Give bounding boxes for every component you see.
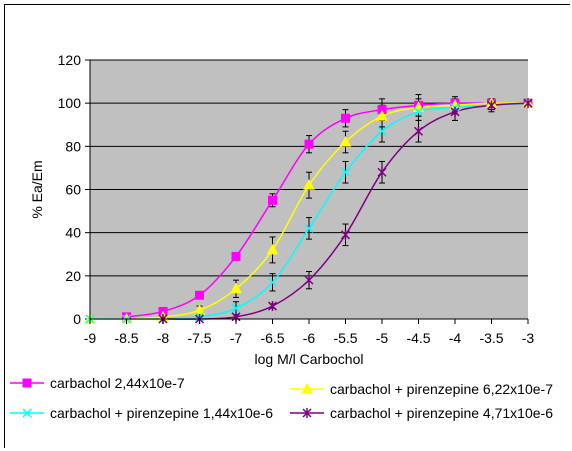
data-point xyxy=(195,290,204,300)
marker-star xyxy=(302,408,312,418)
x-tick-label: -3 xyxy=(522,330,535,346)
y-tick-label: 40 xyxy=(65,225,81,241)
legend-item-3: carbachol + pirenzepine 1,44x10e-6 xyxy=(10,405,273,421)
x-tick-label: -6.5 xyxy=(260,330,284,346)
marker-star xyxy=(523,98,533,109)
marker-x xyxy=(22,408,32,418)
legend-marker xyxy=(302,408,312,418)
axes xyxy=(89,60,529,324)
data-point xyxy=(377,167,387,178)
data-point xyxy=(340,229,351,240)
marker-x xyxy=(231,303,241,313)
marker-star xyxy=(450,106,460,117)
marker-square xyxy=(304,139,314,149)
marker-star xyxy=(340,229,351,240)
legend-marker xyxy=(22,408,32,418)
y-tick-label: 100 xyxy=(58,95,82,111)
marker-square xyxy=(341,113,350,123)
marker-x xyxy=(413,107,424,117)
y-axis-label: % Ea/Em xyxy=(29,160,45,218)
x-tick-label: -4.5 xyxy=(406,330,430,346)
marker-star xyxy=(267,301,278,312)
data-point xyxy=(267,277,278,287)
data-point xyxy=(341,113,350,123)
legend-marker xyxy=(22,378,32,388)
data-point xyxy=(377,126,387,136)
x-tick-label: -5.5 xyxy=(333,330,357,346)
marker-square xyxy=(22,378,32,388)
x-tick-label: -9 xyxy=(84,330,97,346)
x-tick-label: -6 xyxy=(303,330,316,346)
marker-triangle xyxy=(303,179,315,190)
marker-x xyxy=(267,277,278,287)
legend-item-4: carbachol + pirenzepine 4,71x10e-6 xyxy=(290,405,553,421)
legend: carbachol 2,44x10e-7 carbachol + pirenzep… xyxy=(10,375,553,421)
marker-square xyxy=(268,195,277,205)
data-point xyxy=(230,282,242,294)
y-tick-label: 20 xyxy=(65,268,81,284)
x-tick-label: -5 xyxy=(376,330,389,346)
legend-label: carbachol + pirenzepine 4,71x10e-6 xyxy=(330,405,553,421)
y-tick-labels: 0 20 40 60 80 100 120 xyxy=(58,52,82,327)
x-axis-label: log M/l Carbochol xyxy=(255,351,364,367)
data-point xyxy=(376,110,388,121)
data-point xyxy=(268,195,277,205)
x-tick-label: -4 xyxy=(449,330,462,346)
marker-star xyxy=(486,100,497,111)
x-tick-label: -3.5 xyxy=(479,330,503,346)
data-point xyxy=(231,303,241,313)
data-point xyxy=(231,251,241,261)
data-point xyxy=(340,167,351,177)
data-point xyxy=(413,126,424,137)
chart-frame xyxy=(4,4,570,448)
marker-triangle xyxy=(266,243,279,255)
marker-x xyxy=(377,126,387,136)
data-point xyxy=(267,301,278,312)
y-tick-label: 120 xyxy=(58,52,82,68)
data-point xyxy=(304,275,314,286)
marker-square xyxy=(195,290,204,300)
x-tick-labels: -9 -8.5 -8 -7.5 -7 -6.5 -6 -5.5 -5 -4.5 -4 -3.5 -3 xyxy=(84,330,535,346)
y-tick-label: 60 xyxy=(65,182,81,198)
data-point xyxy=(266,243,279,255)
marker-square xyxy=(231,251,241,261)
marker-star xyxy=(304,275,314,286)
data-point xyxy=(523,98,533,109)
data-point xyxy=(339,135,352,147)
legend-label: carbachol 2,44x10e-7 xyxy=(50,375,185,391)
legend-item-2: carbachol + pirenzepine 6,22x10e-7 xyxy=(290,381,553,397)
legend-item-1: carbachol 2,44x10e-7 xyxy=(10,375,185,391)
marker-star xyxy=(377,167,387,178)
data-point xyxy=(450,106,460,117)
legend-label: carbachol + pirenzepine 1,44x10e-6 xyxy=(50,405,273,421)
marker-x xyxy=(304,223,314,233)
x-tick-label: -8.5 xyxy=(114,330,138,346)
x-tick-label: -7.5 xyxy=(187,330,211,346)
marker-triangle xyxy=(301,382,313,394)
data-point xyxy=(303,179,315,190)
data-point xyxy=(304,139,314,149)
y-tick-label: 0 xyxy=(73,311,81,327)
marker-x xyxy=(340,167,351,177)
y-tick-label: 80 xyxy=(65,138,81,154)
data-point xyxy=(413,107,424,117)
legend-label: carbachol + pirenzepine 6,22x10e-7 xyxy=(330,381,553,397)
marker-triangle xyxy=(376,110,388,121)
marker-star xyxy=(413,126,424,137)
x-tick-label: -8 xyxy=(157,330,170,346)
data-point xyxy=(486,100,497,111)
x-tick-label: -7 xyxy=(230,330,243,346)
data-point xyxy=(304,223,314,233)
marker-triangle xyxy=(339,135,352,147)
marker-triangle xyxy=(230,282,242,294)
legend-marker xyxy=(301,382,313,394)
